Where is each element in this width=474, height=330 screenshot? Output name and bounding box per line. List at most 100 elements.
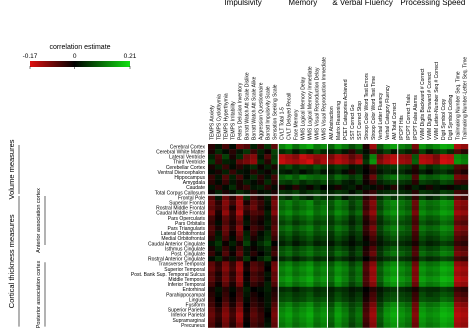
cell bbox=[334, 317, 342, 323]
cell bbox=[397, 215, 405, 221]
cell bbox=[257, 251, 265, 257]
cell bbox=[222, 302, 230, 308]
cell bbox=[208, 215, 216, 221]
column-group-label: & Verbal Fluency bbox=[332, 0, 392, 7]
cell bbox=[355, 302, 363, 308]
cell bbox=[278, 322, 286, 328]
cell bbox=[390, 189, 398, 196]
cell bbox=[460, 169, 469, 175]
cell bbox=[271, 276, 279, 282]
column-label: IPCPT Correct Trials bbox=[406, 94, 412, 140]
cell bbox=[257, 312, 265, 318]
cell bbox=[222, 215, 230, 221]
cell bbox=[236, 271, 244, 277]
cell bbox=[390, 286, 398, 293]
cell bbox=[236, 230, 244, 236]
cell bbox=[348, 174, 356, 180]
cell bbox=[271, 312, 279, 318]
cell bbox=[369, 281, 377, 287]
cell bbox=[446, 195, 455, 201]
cell bbox=[257, 195, 265, 201]
cell bbox=[432, 184, 441, 191]
cell bbox=[215, 205, 223, 211]
cell bbox=[313, 322, 321, 328]
cell bbox=[222, 144, 230, 150]
cell bbox=[299, 149, 307, 155]
cell bbox=[432, 225, 441, 231]
cell bbox=[411, 266, 420, 272]
cell bbox=[313, 261, 321, 267]
cell bbox=[257, 174, 265, 180]
cell bbox=[306, 144, 314, 150]
legend-tick-label: 0 bbox=[73, 53, 77, 60]
cell bbox=[341, 169, 349, 175]
cell bbox=[376, 312, 384, 318]
cell bbox=[418, 266, 427, 272]
cell bbox=[418, 205, 427, 211]
cell bbox=[320, 164, 328, 170]
cell bbox=[222, 317, 230, 323]
cell bbox=[236, 276, 244, 282]
cell bbox=[243, 271, 251, 277]
cell bbox=[257, 164, 265, 170]
cell bbox=[390, 144, 398, 150]
cell bbox=[222, 159, 230, 165]
cell bbox=[369, 205, 377, 211]
cell bbox=[334, 144, 342, 150]
cell bbox=[285, 210, 293, 216]
cell bbox=[243, 205, 251, 211]
cell bbox=[334, 174, 342, 180]
cell bbox=[397, 312, 405, 318]
cell bbox=[362, 195, 370, 201]
cell bbox=[446, 246, 455, 252]
column-label: PCET Categories Achieved bbox=[343, 79, 349, 140]
cell bbox=[285, 271, 293, 277]
cell bbox=[320, 174, 328, 180]
cell bbox=[453, 271, 462, 277]
cell bbox=[418, 297, 427, 303]
cell bbox=[341, 312, 349, 318]
cell bbox=[355, 200, 363, 206]
cell bbox=[285, 230, 293, 236]
cell bbox=[355, 246, 363, 252]
cell bbox=[222, 230, 230, 236]
cell bbox=[453, 174, 462, 180]
cell bbox=[292, 174, 300, 180]
cell bbox=[236, 205, 244, 211]
cell bbox=[271, 317, 279, 323]
cell bbox=[460, 205, 469, 211]
cell bbox=[208, 317, 216, 323]
cell bbox=[222, 297, 230, 303]
cell bbox=[334, 215, 342, 221]
cell bbox=[257, 322, 265, 328]
cell bbox=[229, 195, 237, 201]
cell bbox=[208, 225, 216, 231]
cell bbox=[404, 149, 412, 155]
cell bbox=[369, 220, 377, 226]
cell bbox=[383, 271, 391, 277]
cell bbox=[320, 317, 328, 323]
cell bbox=[418, 317, 427, 323]
cell bbox=[334, 246, 342, 252]
cell bbox=[257, 302, 265, 308]
cell bbox=[306, 169, 314, 175]
cell bbox=[222, 149, 230, 155]
cell bbox=[320, 286, 328, 293]
cell bbox=[264, 184, 272, 191]
cell bbox=[327, 291, 335, 298]
cell bbox=[383, 266, 391, 272]
cell bbox=[453, 251, 462, 257]
cell bbox=[257, 256, 265, 262]
cell bbox=[390, 322, 398, 328]
cell bbox=[460, 159, 469, 165]
cell bbox=[222, 200, 230, 206]
cell bbox=[418, 179, 427, 185]
cell bbox=[411, 317, 420, 323]
cell bbox=[215, 235, 223, 242]
cell bbox=[460, 271, 469, 277]
cell bbox=[341, 256, 349, 262]
cell bbox=[257, 144, 265, 150]
cell bbox=[348, 200, 356, 206]
cell bbox=[376, 154, 384, 160]
cell bbox=[264, 174, 272, 180]
